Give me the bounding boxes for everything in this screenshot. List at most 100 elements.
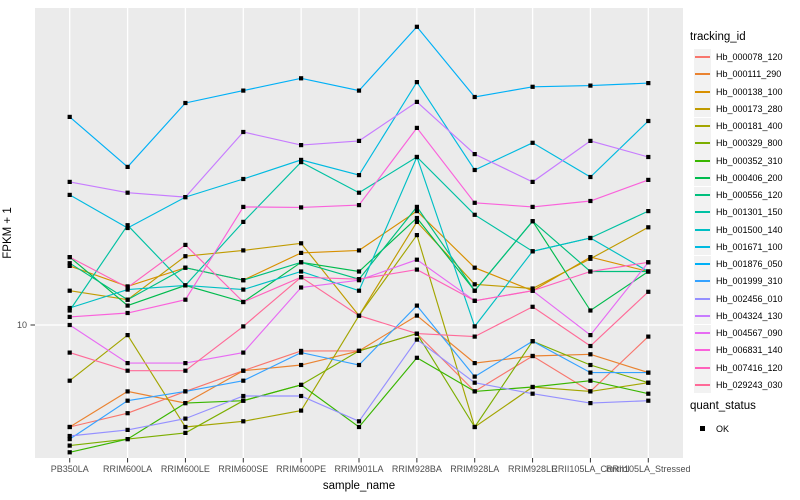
legend-item: Hb_000173_280 bbox=[694, 100, 783, 118]
data-point-marker bbox=[646, 118, 651, 124]
data-point-marker bbox=[356, 419, 362, 424]
data-point-marker bbox=[414, 331, 419, 336]
data-point-marker bbox=[472, 265, 477, 270]
data-point-marker bbox=[588, 389, 593, 394]
data-point-marker bbox=[588, 198, 593, 204]
legend-item-label: Hb_001999_310 bbox=[716, 276, 783, 287]
legend-key-line-icon bbox=[694, 290, 711, 307]
data-point-marker bbox=[125, 389, 130, 394]
data-point-marker bbox=[588, 174, 593, 180]
legend-item-label: Hb_001301_150 bbox=[716, 207, 783, 218]
data-point-marker bbox=[241, 287, 246, 292]
x-tick-label: RRIM901LA bbox=[334, 464, 383, 474]
data-point-marker bbox=[588, 401, 593, 406]
legend-item-quant-status: OK bbox=[694, 420, 729, 437]
data-point-marker bbox=[125, 437, 130, 442]
data-point-marker bbox=[241, 378, 246, 383]
data-point-marker bbox=[183, 361, 188, 366]
x-tick-label: RRIM600LE bbox=[161, 464, 210, 474]
x-tick-label: PB350LA bbox=[51, 464, 89, 474]
data-point-marker bbox=[125, 310, 130, 316]
legend-item-label: Hb_029243_030 bbox=[716, 379, 783, 390]
data-point-marker bbox=[356, 190, 362, 195]
legend-key-line-icon bbox=[694, 255, 711, 273]
data-point-marker bbox=[646, 289, 651, 294]
data-point-marker bbox=[588, 370, 593, 375]
data-point-marker bbox=[472, 334, 477, 339]
legend-item-label: Hb_001876_050 bbox=[716, 259, 783, 269]
data-point-marker bbox=[414, 99, 419, 104]
legend-item: Hb_001671_100 bbox=[694, 238, 783, 256]
data-point-marker bbox=[67, 179, 72, 184]
data-point-marker bbox=[241, 393, 246, 399]
data-point-marker bbox=[472, 361, 477, 366]
data-point-marker bbox=[472, 94, 477, 100]
legend-key-line-icon bbox=[694, 117, 711, 135]
data-point-marker bbox=[241, 248, 246, 253]
legend-item-label: Hb_002456_010 bbox=[716, 293, 783, 304]
data-point-marker bbox=[530, 384, 535, 390]
data-point-marker bbox=[125, 164, 130, 169]
data-point-marker bbox=[125, 285, 130, 290]
data-point-marker bbox=[356, 424, 362, 430]
data-point-marker bbox=[125, 427, 130, 432]
data-point-marker bbox=[530, 140, 535, 145]
data-point-marker bbox=[588, 138, 593, 143]
legend-item-label: Hb_000111_290 bbox=[716, 69, 782, 80]
data-point-marker bbox=[299, 205, 304, 210]
data-point-marker bbox=[414, 303, 419, 308]
data-point-marker bbox=[67, 308, 72, 313]
data-point-marker bbox=[299, 408, 304, 413]
data-point-marker bbox=[530, 286, 535, 291]
data-point-marker bbox=[588, 343, 593, 349]
data-point-marker bbox=[183, 265, 188, 270]
data-point-marker bbox=[67, 433, 72, 439]
data-point-marker bbox=[472, 288, 477, 293]
legend-item-label: Hb_000406_200 bbox=[716, 172, 783, 183]
data-point-marker bbox=[588, 235, 593, 241]
data-point-marker bbox=[67, 288, 72, 293]
legend: tracking_id Hb_000078_120 Hb_000111_290 Hb… bbox=[690, 0, 800, 500]
data-point-marker bbox=[356, 288, 362, 293]
legend-key-line-icon bbox=[694, 169, 711, 187]
legend-key-line-icon bbox=[694, 186, 711, 204]
data-point-marker bbox=[414, 209, 419, 214]
legend-item-label: Hb_004567_090 bbox=[716, 328, 783, 338]
legend-key-line-icon bbox=[694, 341, 711, 359]
legend-key-line-icon bbox=[694, 272, 711, 290]
data-point-marker bbox=[299, 260, 304, 265]
data-point-marker bbox=[241, 299, 246, 305]
data-point-marker bbox=[414, 257, 419, 262]
data-point-marker bbox=[241, 88, 246, 93]
data-point-marker bbox=[472, 380, 477, 385]
legend-item-label: Hb_000329_800 bbox=[716, 138, 783, 149]
legend-item: Hb_000406_200 bbox=[694, 169, 783, 187]
data-point-marker bbox=[414, 80, 419, 85]
legend-key-line-icon bbox=[694, 152, 711, 169]
data-point-marker bbox=[530, 304, 535, 309]
data-point-marker bbox=[472, 200, 477, 205]
data-point-marker bbox=[67, 378, 72, 383]
data-point-marker bbox=[588, 333, 593, 338]
legend-item-label: Hb_000556_120 bbox=[716, 190, 783, 200]
data-point-marker bbox=[646, 177, 651, 182]
legend-item-label: Hb_000138_100 bbox=[716, 86, 783, 97]
data-point-marker bbox=[67, 192, 72, 197]
legend-key-line-icon bbox=[694, 359, 711, 376]
data-point-marker bbox=[299, 275, 304, 280]
legend-item: Hb_007416_120 bbox=[694, 359, 783, 376]
legend-item-label: Hb_000078_120 bbox=[716, 52, 783, 62]
data-point-marker bbox=[530, 204, 535, 209]
data-point-marker bbox=[183, 368, 188, 373]
x-tick-label: RRII105LA_Stressed bbox=[606, 464, 690, 474]
legend-key-line-icon bbox=[694, 221, 711, 238]
data-point-marker bbox=[646, 209, 651, 214]
data-point-marker bbox=[414, 215, 419, 221]
data-point-marker bbox=[125, 303, 130, 308]
legend-item: Hb_000329_800 bbox=[694, 134, 783, 152]
data-point-marker bbox=[67, 263, 72, 268]
data-point-marker bbox=[472, 298, 477, 303]
x-tick-label: RRIM600PE bbox=[276, 464, 326, 474]
x-tick-label: RRIM928LE bbox=[508, 464, 557, 474]
